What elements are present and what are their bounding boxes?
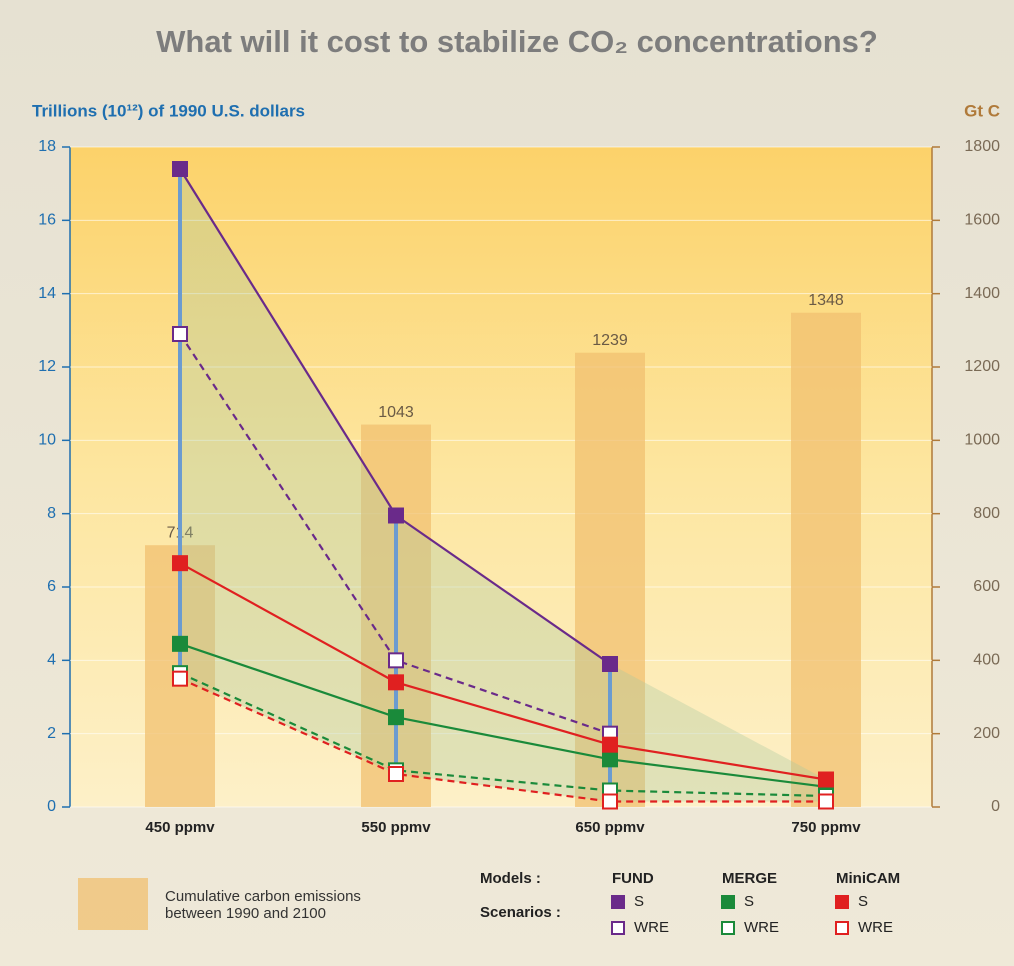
y-tick-label: 12 bbox=[38, 358, 56, 375]
y2-tick-label: 200 bbox=[973, 725, 1000, 742]
y-tick-label: 4 bbox=[47, 652, 56, 669]
legend-bar-label: Cumulative carbon emissions between 1990 … bbox=[165, 888, 361, 922]
marker bbox=[818, 793, 834, 810]
y2-axis-label: Gt C bbox=[964, 101, 1000, 120]
y-tick-label: 16 bbox=[38, 212, 56, 229]
legend-marker bbox=[835, 921, 849, 935]
y2-tick-label: 1800 bbox=[964, 138, 1000, 155]
y2-tick-label: 600 bbox=[973, 578, 1000, 595]
legend-models-label: Models : bbox=[480, 870, 541, 887]
legend-scenario: WRE bbox=[744, 919, 779, 936]
legend-scenario: WRE bbox=[858, 919, 893, 936]
marker bbox=[602, 751, 618, 768]
legend-scenario: S bbox=[634, 893, 644, 910]
legend-scenario: S bbox=[744, 893, 754, 910]
x-tick-label: 650 ppmv bbox=[575, 819, 645, 836]
bar-value-label: 1043 bbox=[378, 404, 414, 421]
marker bbox=[602, 656, 618, 672]
y-tick-label: 2 bbox=[47, 725, 56, 742]
marker bbox=[172, 161, 188, 177]
legend-model: MERGE bbox=[722, 870, 777, 887]
legend-marker bbox=[611, 895, 625, 909]
y-tick-label: 8 bbox=[47, 505, 56, 522]
legend-model: MiniCAM bbox=[836, 870, 900, 887]
legend-marker bbox=[611, 921, 625, 935]
legend-scenario: WRE bbox=[634, 919, 669, 936]
y-tick-label: 10 bbox=[38, 432, 56, 449]
y-tick-label: 6 bbox=[47, 578, 56, 595]
legend-model: FUND bbox=[612, 870, 654, 887]
legend-bar-swatch bbox=[78, 878, 148, 930]
range-area bbox=[180, 169, 826, 802]
marker bbox=[818, 771, 834, 788]
marker bbox=[172, 555, 188, 572]
y2-tick-label: 1400 bbox=[964, 285, 1000, 302]
bar-value-label: 1348 bbox=[808, 292, 844, 309]
series-line bbox=[179, 562, 827, 781]
marker bbox=[172, 635, 188, 652]
legend-scenario: S bbox=[858, 893, 868, 910]
y-tick-label: 18 bbox=[38, 138, 56, 155]
series-line bbox=[179, 333, 611, 735]
series-line bbox=[179, 642, 827, 788]
marker bbox=[388, 766, 404, 782]
y2-tick-label: 1200 bbox=[964, 358, 1000, 375]
legend-marker bbox=[835, 895, 849, 909]
y-axis-label: Trillions (10¹²) of 1990 U.S. dollars bbox=[32, 101, 305, 120]
y2-tick-label: 1600 bbox=[964, 212, 1000, 229]
legend-scenarios-label: Scenarios : bbox=[480, 904, 561, 921]
marker bbox=[172, 670, 188, 687]
chart-title: What will it cost to stabilize CO₂ conce… bbox=[156, 24, 878, 59]
marker bbox=[602, 736, 618, 753]
marker bbox=[602, 793, 618, 810]
bar-value-label: 1239 bbox=[592, 332, 628, 349]
y-tick-label: 0 bbox=[47, 798, 56, 815]
marker bbox=[388, 507, 404, 524]
bar bbox=[791, 312, 861, 807]
legend-marker bbox=[721, 921, 735, 935]
marker bbox=[388, 674, 404, 691]
y2-tick-label: 1000 bbox=[964, 432, 1000, 449]
y2-tick-label: 800 bbox=[973, 505, 1000, 522]
y2-tick-label: 400 bbox=[973, 652, 1000, 669]
marker bbox=[172, 326, 188, 342]
marker bbox=[388, 652, 404, 669]
x-tick-label: 450 ppmv bbox=[145, 819, 215, 836]
y-tick-label: 14 bbox=[38, 285, 56, 302]
y2-tick-label: 0 bbox=[991, 798, 1000, 815]
x-tick-label: 750 ppmv bbox=[791, 819, 861, 836]
x-tick-label: 550 ppmv bbox=[361, 819, 431, 836]
legend-marker bbox=[721, 895, 735, 909]
marker bbox=[388, 709, 404, 726]
